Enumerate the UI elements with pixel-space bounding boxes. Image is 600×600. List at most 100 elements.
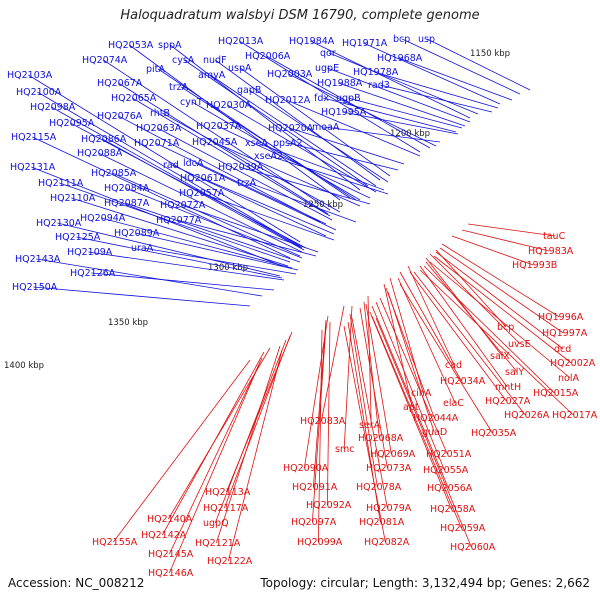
reverse-gene-line — [371, 305, 449, 489]
reverse-gene-line — [399, 283, 493, 434]
forward-gene-label: HQ2103A — [7, 70, 53, 81]
forward-gene-line — [239, 166, 371, 205]
forward-gene-label: HQ2098A — [30, 102, 76, 113]
forward-gene-label: HQ2074A — [82, 55, 128, 66]
reverse-gene-line — [215, 345, 281, 544]
reverse-gene-label: cad — [445, 360, 462, 371]
reverse-gene-label: HQ2081A — [359, 517, 405, 528]
reverse-gene-label: bcp — [497, 322, 514, 333]
forward-gene-label: HQ2110A — [50, 193, 96, 204]
reverse-gene-label: HQ2091A — [292, 482, 338, 493]
forward-gene-label: trzA — [237, 178, 257, 189]
forward-gene-label: HQ2076A — [97, 111, 143, 122]
reverse-gene-line — [397, 277, 456, 404]
forward-gene-label: HQ1988A — [317, 78, 363, 89]
forward-gene-label: ldcA — [183, 158, 204, 169]
reverse-gene-label: HQ2097A — [291, 517, 337, 528]
forward-gene-line — [213, 141, 361, 207]
reverse-gene-line — [326, 321, 331, 506]
forward-gene-line — [374, 71, 499, 109]
reverse-gene-line — [363, 301, 380, 439]
forward-gene-label: HQ2013A — [218, 36, 264, 47]
forward-gene-label: ugpB — [336, 93, 361, 104]
genome-summary-text: Topology: circular; Length: 3,132,494 bp… — [260, 576, 590, 590]
forward-gene-line — [59, 182, 291, 263]
forward-gene-line — [266, 55, 431, 149]
map-title: Haloquadratum walsbyi DSM 16790, complet… — [120, 8, 480, 23]
forward-gene-label: HQ2057A — [179, 188, 225, 199]
tick-label: 1350 kbp — [108, 318, 148, 328]
forward-gene-line — [177, 219, 317, 257]
forward-gene-line — [183, 59, 369, 187]
reverse-gene-label: salX — [490, 351, 510, 362]
gene-label-lines — [28, 38, 574, 574]
reverse-gene-line — [423, 265, 555, 394]
forward-gene-line — [155, 142, 327, 225]
reverse-gene-line — [371, 315, 462, 529]
reverse-gene-line — [365, 303, 392, 455]
reverse-gene-label: salY — [505, 367, 524, 378]
forward-gene-line — [101, 217, 293, 269]
forward-gene-label: HQ2006A — [245, 51, 291, 62]
forward-gene-line — [70, 122, 307, 249]
reverse-gene-label: HQ2002A — [550, 358, 596, 369]
forward-gene-label: ppsA2 — [273, 138, 303, 149]
forward-gene-line — [214, 59, 381, 181]
forward-gene-line — [132, 97, 331, 217]
reverse-gene-line — [351, 317, 388, 509]
forward-gene-label: nudF — [203, 55, 227, 66]
forward-gene-label: HQ2003A — [267, 69, 313, 80]
tick-label: 1400 kbp — [4, 361, 44, 371]
reverse-gene-label: HQ1996A — [538, 312, 584, 323]
forward-gene-line — [33, 286, 251, 307]
forward-gene-label: xseA2 — [254, 151, 283, 162]
reverse-gene-line — [451, 235, 534, 266]
forward-gene-label: fdx — [314, 93, 329, 104]
reverse-gene-line — [227, 349, 283, 562]
forward-gene-line — [239, 40, 421, 153]
reverse-gene-label: tauC — [543, 231, 566, 242]
forward-gene-label: HQ2037A — [196, 121, 242, 132]
reverse-gene-line — [379, 297, 448, 455]
forward-gene-line — [71, 197, 289, 267]
forward-gene-label: HQ2053A — [108, 40, 154, 51]
forward-gene-label: uraA — [131, 243, 154, 254]
forward-gene-label: HQ1971A — [342, 38, 388, 49]
forward-gene-label: HQ2071A — [134, 138, 180, 149]
reverse-gene-line — [413, 271, 526, 416]
reverse-gene-line — [162, 351, 265, 536]
forward-gene-line — [169, 44, 361, 191]
forward-gene-label: HQ2089A — [114, 228, 160, 239]
forward-gene-line — [125, 202, 301, 263]
reverse-gene-label: HQ2092A — [306, 500, 352, 511]
reverse-gene-label: HQ2055A — [423, 465, 469, 476]
forward-gene-line — [180, 86, 357, 201]
forward-gene-line — [125, 187, 303, 259]
forward-gene-line — [401, 38, 521, 95]
tick-label: 1300 kbp — [208, 263, 248, 273]
forward-gene-label: cysA — [172, 55, 195, 66]
reverse-gene-line — [419, 269, 574, 416]
forward-gene-label: uspA — [228, 63, 252, 74]
forward-gene-line — [323, 97, 457, 133]
forward-gene-label: rhtB — [150, 108, 170, 119]
reverse-gene-line — [441, 243, 560, 318]
reverse-gene-line — [407, 265, 455, 366]
forward-gene-line — [289, 127, 405, 165]
reverse-gene-label: HQ2017A — [552, 410, 598, 421]
forward-gene-label: HQ2131A — [10, 162, 56, 173]
reverse-gene-line — [223, 335, 291, 509]
forward-gene-line — [195, 162, 337, 231]
forward-gene-line — [118, 115, 321, 223]
reverse-gene-line — [343, 305, 353, 450]
forward-gene-line — [98, 152, 303, 253]
forward-gene-line — [257, 142, 385, 191]
forward-gene-line — [162, 112, 341, 213]
forward-gene-line — [51, 106, 303, 249]
reverse-gene-label: HQ2113A — [205, 487, 251, 498]
reverse-gene-line — [375, 301, 445, 471]
reverse-gene-line — [425, 261, 518, 373]
forward-gene-label: HQ2039A — [218, 162, 264, 173]
forward-gene-label: HQ2063A — [136, 123, 182, 134]
